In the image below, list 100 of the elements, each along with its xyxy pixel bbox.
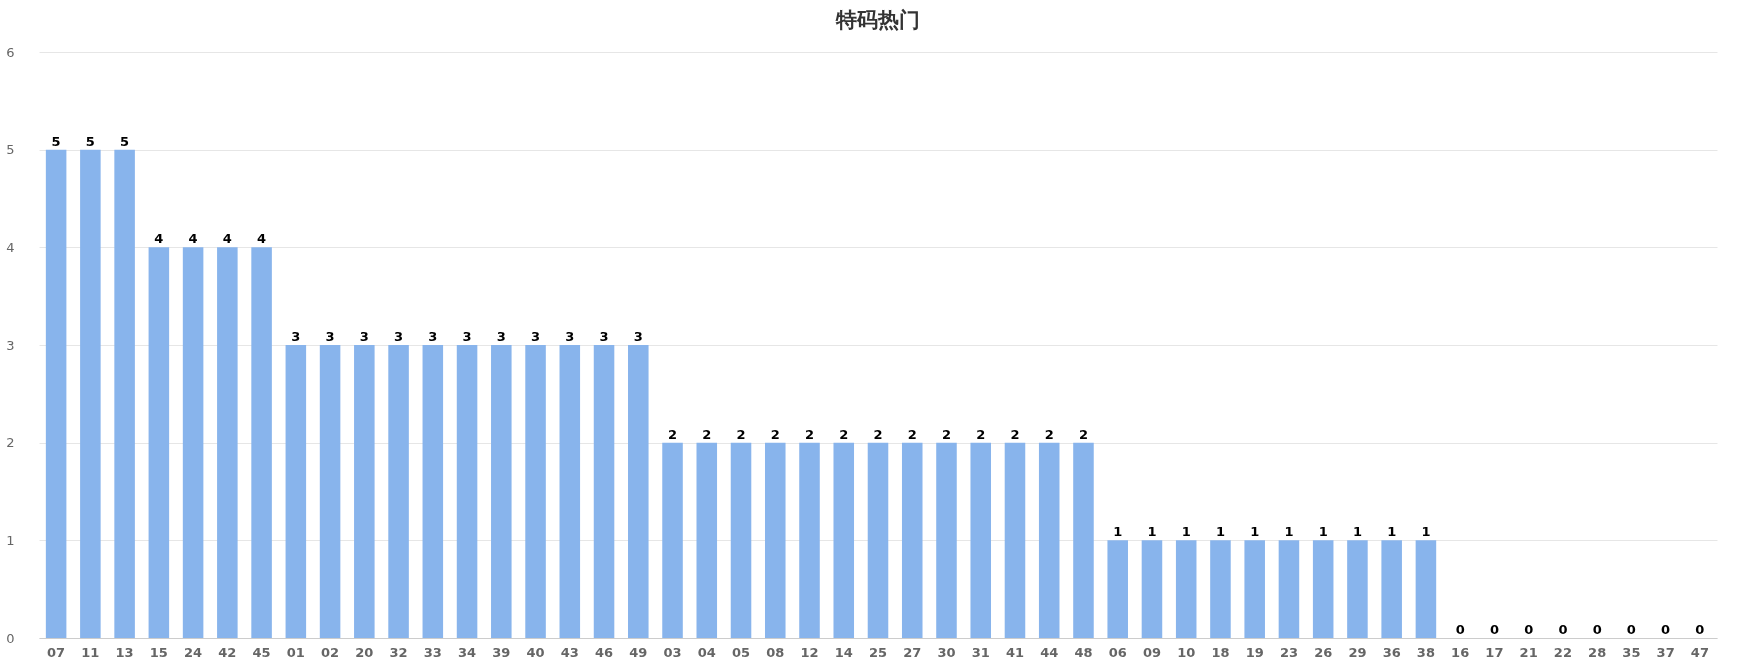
x-tick-label: 20 bbox=[355, 644, 374, 660]
x-tick-label: 13 bbox=[115, 644, 134, 660]
x-tick-label: 36 bbox=[1382, 644, 1401, 660]
x-tick-label: 05 bbox=[731, 644, 751, 660]
bar bbox=[319, 345, 341, 638]
data-label: 0 bbox=[1455, 622, 1465, 637]
data-label: 3 bbox=[496, 329, 506, 344]
data-label: 2 bbox=[668, 426, 678, 442]
x-tick-label: 09 bbox=[1142, 644, 1162, 660]
x-tick-label: 11 bbox=[81, 644, 100, 660]
bar bbox=[867, 442, 889, 638]
data-label: 3 bbox=[428, 329, 438, 344]
bar bbox=[1073, 442, 1094, 638]
data-label: 0 bbox=[1626, 622, 1636, 637]
x-tick-label: 45 bbox=[252, 644, 271, 660]
data-label: 5 bbox=[51, 133, 61, 149]
x-tick-label: 29 bbox=[1348, 644, 1367, 660]
bar bbox=[182, 247, 204, 638]
data-label: 5 bbox=[120, 133, 130, 149]
data-label: 2 bbox=[770, 426, 780, 442]
bar bbox=[1415, 540, 1437, 638]
bar bbox=[1004, 442, 1026, 638]
data-label: 3 bbox=[633, 329, 643, 344]
bar bbox=[764, 442, 786, 638]
bar bbox=[1175, 540, 1197, 638]
data-label: 1 bbox=[1421, 524, 1431, 540]
data-label: 0 bbox=[1524, 622, 1534, 637]
data-label: 4 bbox=[188, 231, 198, 247]
x-tick-label: 18 bbox=[1211, 644, 1230, 660]
x-tick-label: 31 bbox=[971, 644, 990, 660]
data-label: 3 bbox=[599, 329, 609, 344]
data-label: 3 bbox=[291, 329, 301, 344]
x-tick-label: 47 bbox=[1690, 644, 1709, 660]
data-label: 3 bbox=[462, 329, 472, 344]
bar bbox=[285, 345, 307, 638]
x-tick-label: 02 bbox=[321, 644, 340, 660]
x-tick-label: 38 bbox=[1416, 644, 1435, 660]
bar bbox=[1278, 540, 1300, 638]
x-tick-label: 44 bbox=[1040, 644, 1059, 660]
bar bbox=[1210, 540, 1231, 638]
data-label: 1 bbox=[1352, 524, 1362, 540]
y-tick-label: 2 bbox=[6, 435, 15, 451]
x-tick-label: 01 bbox=[286, 644, 305, 660]
data-label: 3 bbox=[565, 329, 575, 344]
bar bbox=[114, 149, 135, 638]
bar bbox=[1107, 540, 1128, 638]
bar bbox=[559, 345, 581, 638]
data-label: 3 bbox=[394, 329, 404, 344]
data-label: 0 bbox=[1489, 622, 1499, 637]
bar bbox=[456, 345, 478, 638]
bar bbox=[799, 442, 820, 638]
x-tick-label: 35 bbox=[1622, 644, 1641, 660]
x-tick-label: 43 bbox=[560, 644, 579, 660]
data-label: 0 bbox=[1558, 622, 1568, 637]
data-label: 3 bbox=[531, 329, 541, 344]
x-tick-label: 42 bbox=[218, 644, 237, 660]
bar bbox=[525, 345, 546, 638]
bar bbox=[251, 247, 272, 638]
x-tick-label: 16 bbox=[1451, 644, 1470, 660]
data-label: 3 bbox=[359, 329, 369, 344]
x-tick-label: 07 bbox=[47, 644, 66, 660]
bar bbox=[217, 247, 238, 638]
x-tick-label: 48 bbox=[1074, 644, 1093, 660]
y-tick-label: 0 bbox=[6, 630, 15, 646]
data-label: 4 bbox=[257, 231, 267, 247]
data-label: 2 bbox=[1078, 426, 1088, 442]
data-label: 2 bbox=[941, 426, 952, 442]
data-label: 2 bbox=[976, 426, 986, 442]
x-tick-label: 39 bbox=[492, 644, 511, 660]
data-label: 0 bbox=[1695, 622, 1705, 637]
data-label: 2 bbox=[736, 426, 746, 442]
bar bbox=[833, 442, 855, 638]
data-label: 1 bbox=[1113, 524, 1123, 540]
x-tick-label: 34 bbox=[458, 644, 477, 660]
data-label: 5 bbox=[85, 133, 95, 149]
x-tick-label: 08 bbox=[766, 644, 785, 660]
data-label: 2 bbox=[1010, 426, 1020, 442]
data-label: 1 bbox=[1147, 524, 1157, 540]
bar bbox=[901, 442, 923, 638]
data-label: 2 bbox=[907, 426, 917, 442]
bar bbox=[1347, 540, 1368, 638]
bar bbox=[628, 345, 649, 638]
data-label: 0 bbox=[1661, 622, 1671, 637]
x-tick-label: 41 bbox=[1005, 644, 1025, 660]
x-tick-label: 12 bbox=[800, 644, 819, 660]
bar bbox=[730, 442, 752, 638]
x-tick-label: 15 bbox=[149, 644, 168, 660]
bar bbox=[354, 345, 375, 638]
y-tick-label: 5 bbox=[6, 142, 15, 158]
x-tick-label: 46 bbox=[594, 644, 614, 660]
x-tick-label: 24 bbox=[184, 644, 203, 660]
data-label: 2 bbox=[804, 426, 815, 442]
data-label: 0 bbox=[1592, 622, 1602, 637]
data-label: 3 bbox=[325, 329, 335, 344]
bar bbox=[388, 345, 409, 638]
chart-title: 特码热门 bbox=[835, 8, 920, 32]
data-label: 1 bbox=[1181, 524, 1191, 540]
x-tick-label: 04 bbox=[697, 644, 716, 660]
bar bbox=[593, 345, 615, 638]
bar bbox=[45, 149, 67, 638]
